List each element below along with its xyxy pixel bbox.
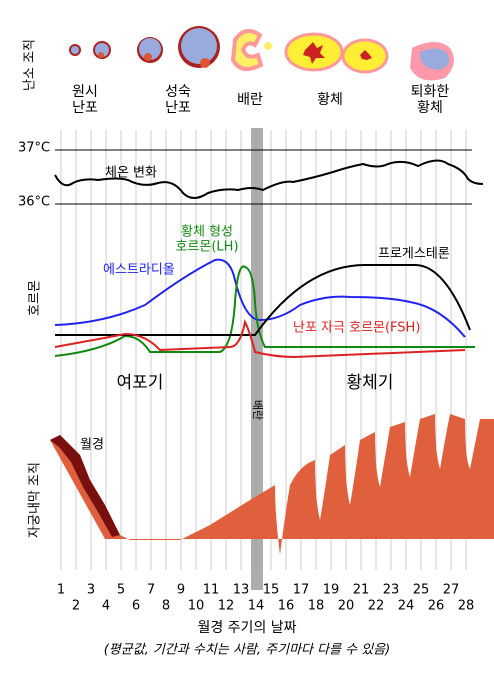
day-label: 1 (57, 583, 65, 598)
temp-tick: 37°C (18, 141, 50, 156)
estradiol-label: 에스트라디올 (103, 263, 175, 278)
day-label: 18 (308, 599, 325, 614)
day-label: 24 (398, 599, 415, 614)
ovulation-band (251, 128, 263, 590)
day-label: 4 (102, 599, 110, 614)
phase-label: 황체기 (347, 373, 394, 393)
temp-tick: 36°C (18, 195, 50, 210)
day-label: 22 (368, 599, 385, 614)
fsh-label: 난포 자극 호르몬(FSH) (293, 321, 420, 336)
day-label: 2 (72, 599, 80, 614)
stage-label: 원시 (72, 84, 98, 100)
menses-tissue (50, 435, 120, 537)
day-label: 19 (323, 583, 340, 598)
day-label: 15 (263, 583, 280, 598)
ovulation-label: 배란 (251, 400, 264, 420)
lh-label: 황체 형성 (181, 225, 233, 240)
lh-label: 호르몬(LH) (175, 240, 238, 255)
x-title: 월경 주기의 날짜 (197, 620, 296, 636)
endometrium-tissue (50, 414, 494, 555)
footnote: (평균값, 기간과 수치는 사람, 주기마다 다를 수 있음) (104, 643, 391, 658)
stage-label: 황체 (317, 92, 343, 108)
day-label: 20 (338, 599, 355, 614)
day-label: 17 (293, 583, 310, 598)
day-label: 9 (177, 583, 185, 598)
menses-label: 월경 (80, 438, 104, 453)
day-label: 23 (383, 583, 400, 598)
temp-curve (54, 159, 484, 199)
fsh-curve (54, 318, 466, 359)
day-label: 21 (353, 583, 370, 598)
day-label: 3 (87, 583, 95, 598)
endometrium-label: 자궁내막 조직 (28, 462, 43, 538)
stage-label: 황체 (417, 100, 443, 116)
stage-label: 배란 (237, 92, 263, 108)
day-label: 14 (248, 599, 265, 614)
stage-label: 퇴화한 (411, 84, 450, 100)
progesterone-label: 프로게스테론 (378, 247, 450, 262)
day-label: 10 (188, 599, 205, 614)
phase-label: 여포기 (117, 373, 164, 393)
day-label: 13 (233, 583, 250, 598)
hormone-label: 호르몬 (28, 280, 43, 316)
stage-label: 난포 (165, 100, 191, 116)
day-label: 6 (132, 599, 140, 614)
day-label: 7 (147, 583, 155, 598)
estradiol-curve (54, 258, 466, 338)
stage-label: 난포 (72, 100, 98, 116)
day-label: 11 (203, 583, 220, 598)
day-label: 28 (458, 599, 475, 614)
lh-curve (54, 265, 475, 357)
day-label: 16 (278, 599, 295, 614)
day-label: 8 (162, 599, 170, 614)
stage-label: 성숙 (165, 84, 191, 100)
day-label: 5 (117, 583, 125, 598)
day-label: 26 (428, 599, 445, 614)
day-label: 12 (218, 599, 235, 614)
day-label: 25 (413, 583, 430, 598)
day-label: 27 (443, 583, 460, 598)
follicles (69, 26, 454, 81)
ovary-label: 난소 조직 (23, 39, 38, 91)
progesterone-curve (55, 264, 471, 336)
temp-title: 체온 변화 (105, 166, 157, 181)
